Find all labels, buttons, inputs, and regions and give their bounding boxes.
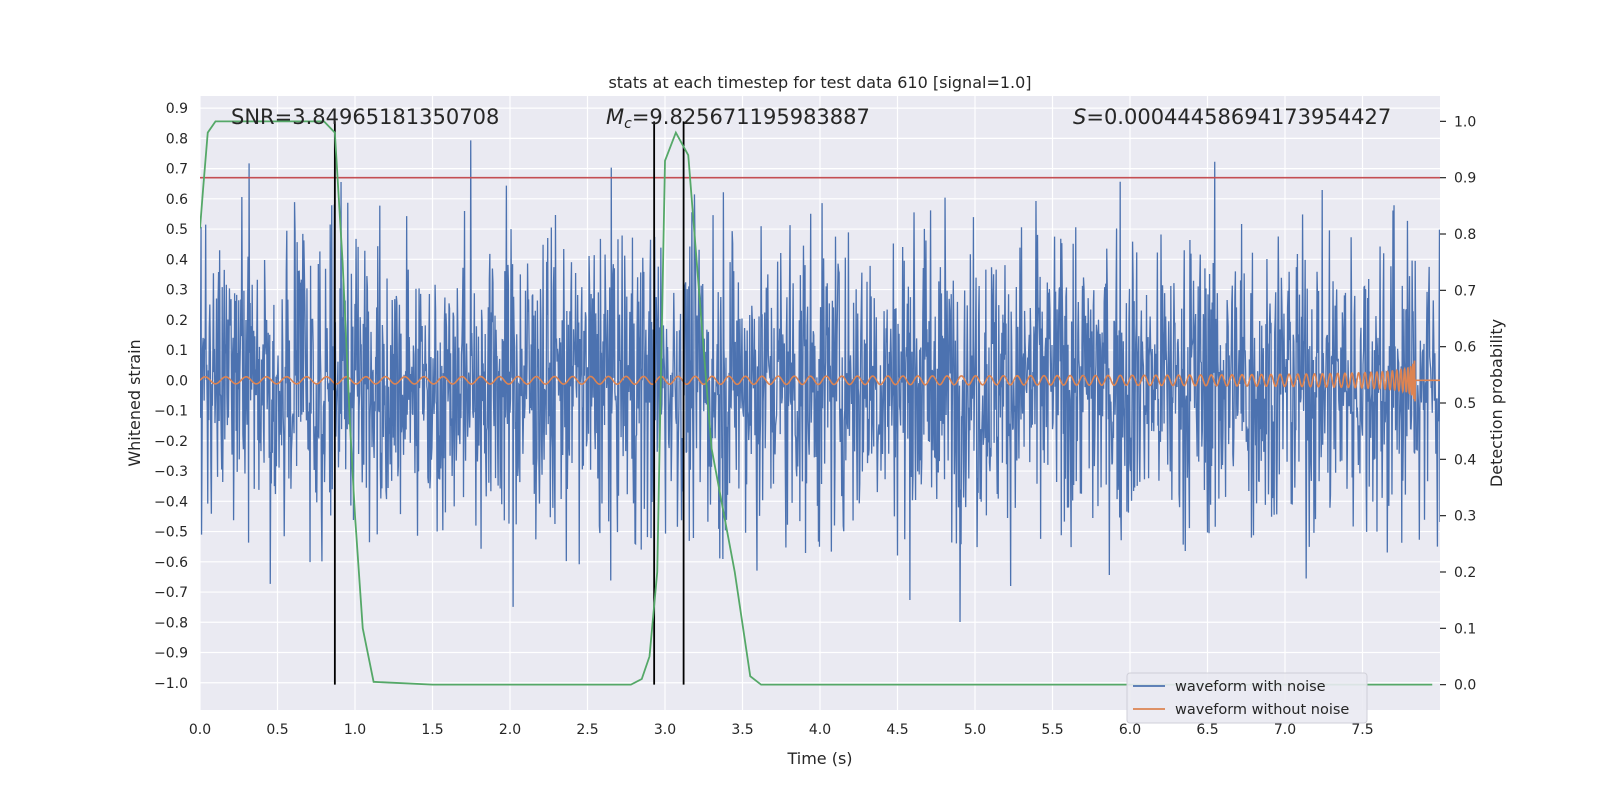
y2-tick-label: 0.1 (1454, 621, 1476, 637)
y2-axis-label: Detection probability (1487, 319, 1506, 487)
y-tick-label: −0.6 (154, 555, 188, 571)
x-tick-label: 0.5 (266, 722, 288, 738)
series-waveform-with-noise (200, 140, 1440, 622)
y2-tick-label: 0.8 (1454, 227, 1476, 243)
y-axis-label: Whitened strain (125, 339, 144, 466)
y-tick-label: 0.4 (166, 252, 188, 268)
vertical-lines (333, 121, 685, 685)
x-tick-label: 3.5 (731, 722, 753, 738)
x-tick-label: 1.0 (344, 722, 366, 738)
y-tick-label: −0.3 (154, 464, 188, 480)
y2-tick-label: 0.7 (1454, 283, 1476, 299)
y-tick-label: 0.0 (166, 373, 188, 389)
y2-tick-label: 0.3 (1454, 509, 1476, 525)
annotation-snr: SNR=3.84965181350708 (231, 105, 499, 129)
y-tick-label: 0.6 (166, 192, 188, 208)
x-tick-label: 7.0 (1274, 722, 1296, 738)
y2-tick-label: 0.5 (1454, 396, 1476, 412)
x-tick-label: 1.5 (421, 722, 443, 738)
y-tick-label: 0.3 (166, 283, 188, 299)
x-tick-label: 5.5 (1041, 722, 1063, 738)
x-tick-label: 2.0 (499, 722, 521, 738)
y-tick-label: −0.5 (154, 525, 188, 541)
x-tick-label: 6.5 (1196, 722, 1218, 738)
x-axis-ticks: 0.0 0.5 1.0 1.5 2.0 2.5 3.0 3.5 4.0 4.5 5.0 5.5 6.0 6… (189, 722, 1374, 738)
y-tick-label: 0.5 (166, 222, 188, 238)
y2-tick-label: 1.0 (1454, 114, 1476, 130)
y-axis-ticks: 0.9 0.8 0.7 0.6 0.5 0.4 0.3 0.2 0.1 0.0 −0.1 −0.2 −0… (154, 101, 188, 692)
legend: waveform with noise waveform without noi… (1126, 672, 1368, 724)
y-tick-label: 0.7 (166, 162, 188, 178)
y-tick-label: −0.8 (154, 615, 188, 631)
x-tick-label: 7.5 (1351, 722, 1373, 738)
x-tick-label: 5.0 (964, 722, 986, 738)
annotation-chirp-mass-value: =9.825671195983887 (632, 105, 870, 129)
legend-label-clean: waveform without noise (1175, 702, 1349, 718)
series-waveform-without-noise (200, 360, 1440, 402)
y2-tick-label: 0.2 (1454, 565, 1476, 581)
x-tick-label: 6.0 (1119, 722, 1141, 738)
x-tick-label: 3.0 (654, 722, 676, 738)
legend-label-noise: waveform with noise (1175, 679, 1326, 695)
y-tick-label: −0.9 (154, 646, 188, 662)
y-tick-label: −1.0 (154, 676, 188, 692)
y-tick-label: 0.1 (166, 343, 188, 359)
y-tick-label: −0.7 (154, 585, 188, 601)
x-tick-label: 4.0 (809, 722, 831, 738)
chart-title: stats at each timestep for test data 610… (608, 73, 1031, 92)
y2-tick-label: 0.9 (1454, 171, 1476, 187)
x-tick-label: 4.5 (886, 722, 908, 738)
annotation-chirp-mass-symbol: M (606, 105, 624, 129)
y-tick-label: 0.9 (166, 101, 188, 117)
y2-tick-label: 0.4 (1454, 452, 1476, 468)
y-tick-label: −0.2 (154, 434, 188, 450)
annotation-chirp-mass: Mc=9.825671195983887 (606, 105, 870, 132)
annotation-s: S=0.00044458694173954427 (1073, 105, 1391, 129)
y-tick-label: −0.1 (154, 404, 188, 420)
y-tick-label: 0.8 (166, 131, 188, 147)
plot-series-layer (200, 120, 1440, 686)
annotation-s-symbol: S (1073, 105, 1086, 129)
x-tick-label: 0.0 (189, 722, 211, 738)
y2-tick-label: 0.6 (1454, 340, 1476, 356)
annotation-s-value: =0.00044458694173954427 (1086, 105, 1391, 129)
y-tick-label: 0.2 (166, 313, 188, 329)
y-tick-label: −0.4 (154, 494, 188, 510)
annotation-chirp-mass-subscript: c (624, 116, 632, 132)
legend-box (1126, 672, 1368, 724)
y2-axis-ticks: 1.0 0.9 0.8 0.7 0.6 0.5 0.4 0.3 0.2 0.1 0.0 (1440, 114, 1476, 694)
y2-tick-label: 0.0 (1454, 678, 1476, 694)
series-detection-probability (200, 120, 1433, 686)
x-tick-label: 2.5 (576, 722, 598, 738)
x-axis-label: Time (s) (786, 749, 852, 768)
